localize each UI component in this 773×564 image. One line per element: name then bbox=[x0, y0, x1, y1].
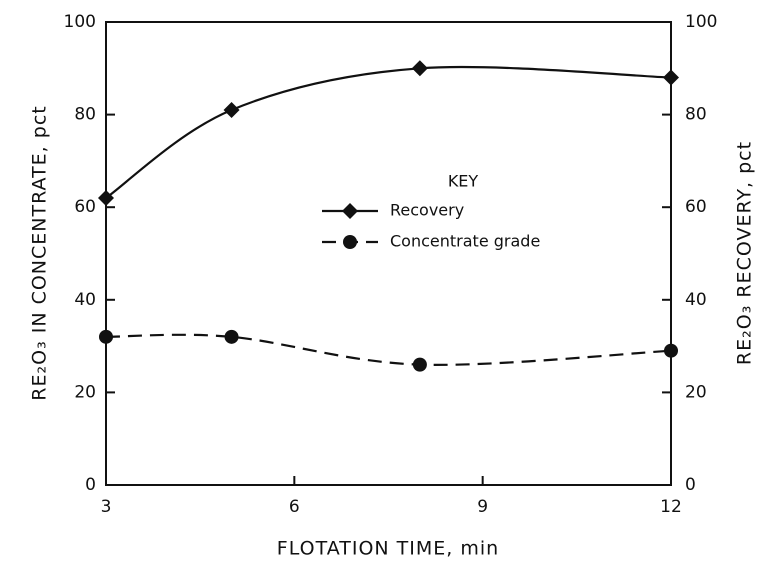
data-point bbox=[664, 343, 678, 358]
x-tick-label: 3 bbox=[101, 497, 112, 517]
y-tick-label: 40 bbox=[74, 290, 96, 310]
legend-title: KEY bbox=[448, 172, 479, 191]
y2-tick-label: 60 bbox=[685, 197, 707, 217]
legend-marker bbox=[342, 203, 358, 219]
y2-tick-label: 0 bbox=[685, 475, 696, 495]
y-tick-label: 0 bbox=[85, 475, 96, 495]
x-axis-title: FLOTATION TIME, min bbox=[277, 538, 499, 560]
y-tick-label: 60 bbox=[74, 197, 96, 217]
y2-tick-label: 80 bbox=[685, 105, 707, 125]
series-line bbox=[105, 65, 672, 199]
data-point bbox=[223, 101, 240, 118]
data-point bbox=[663, 69, 679, 86]
series-line bbox=[105, 333, 672, 366]
legend-marker bbox=[343, 235, 357, 249]
plot-frame bbox=[105, 21, 672, 486]
legend-label: Recovery bbox=[390, 201, 464, 220]
data-point bbox=[224, 329, 239, 344]
data-point bbox=[411, 60, 428, 77]
y-tick-label: 100 bbox=[64, 12, 96, 32]
data-point bbox=[98, 189, 114, 206]
x-tick-label: 6 bbox=[289, 497, 300, 517]
legend-label: Concentrate grade bbox=[390, 232, 540, 251]
y-tick-label: 20 bbox=[74, 382, 96, 402]
data-point bbox=[412, 357, 427, 372]
data-point bbox=[99, 329, 113, 344]
y-tick-label: 80 bbox=[74, 105, 96, 125]
y2-tick-label: 20 bbox=[685, 382, 707, 402]
x-tick-label: 12 bbox=[660, 497, 682, 517]
y2-tick-label: 100 bbox=[685, 12, 717, 32]
y-axis-title: RE₂O₃ IN CONCENTRATE, pct bbox=[29, 105, 51, 400]
x-tick-label: 9 bbox=[477, 497, 488, 517]
legend: KEY Recovery Concentrate grade bbox=[322, 172, 540, 251]
y2-axis-title: RE₂O₃ RECOVERY, pct bbox=[734, 141, 756, 365]
y2-tick-label: 40 bbox=[685, 290, 707, 310]
